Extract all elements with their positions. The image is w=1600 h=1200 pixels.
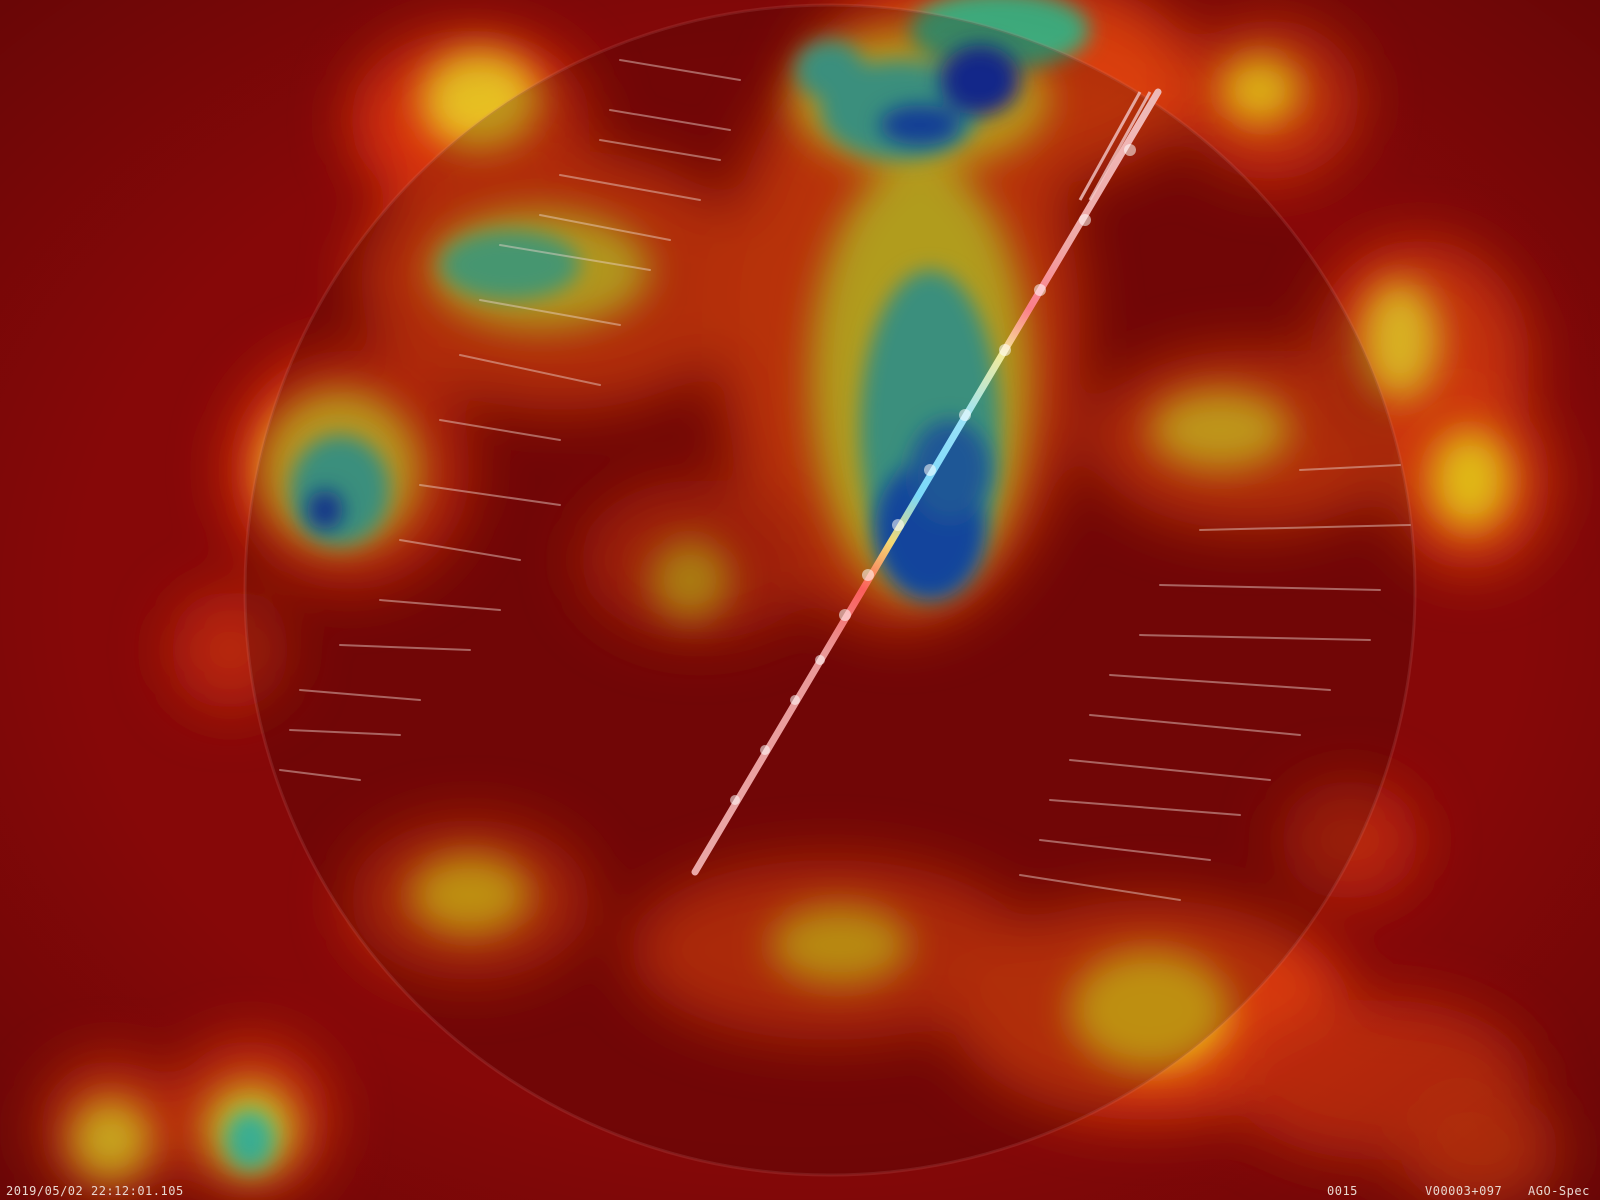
camera-name-label: AGO-Spec bbox=[1528, 1184, 1590, 1198]
station-code-label: V00003+097 bbox=[1425, 1184, 1503, 1198]
frame-number-label: 0015 bbox=[1327, 1184, 1358, 1198]
timestamp-label: 2019/05/02 22:12:01.105 bbox=[6, 1184, 184, 1198]
